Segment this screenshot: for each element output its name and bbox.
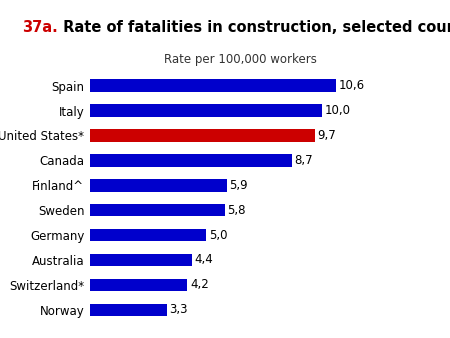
Text: 3,3: 3,3 (169, 303, 188, 316)
Text: 9,7: 9,7 (318, 129, 337, 142)
Text: 4,4: 4,4 (195, 254, 214, 266)
Text: 5,9: 5,9 (230, 179, 248, 192)
Bar (90, 279, 187, 291)
Bar (90, 129, 315, 142)
Text: Rate of fatalities in construction, selected countries, 2008: Rate of fatalities in construction, sele… (58, 20, 450, 35)
Bar (90, 104, 322, 117)
Text: 10,6: 10,6 (338, 79, 365, 92)
Bar (90, 254, 192, 266)
Text: 4,2: 4,2 (190, 279, 209, 291)
Bar (90, 79, 336, 92)
Text: 5,0: 5,0 (209, 228, 227, 242)
Bar (90, 229, 206, 241)
Bar (90, 204, 225, 216)
Bar (90, 179, 227, 192)
Text: 10,0: 10,0 (325, 104, 351, 117)
Text: 8,7: 8,7 (295, 154, 313, 167)
X-axis label: Rate per 100,000 workers: Rate per 100,000 workers (164, 53, 317, 67)
Text: 37a.: 37a. (22, 20, 58, 35)
Bar (90, 154, 292, 167)
Bar (90, 304, 166, 316)
Text: 5,8: 5,8 (227, 204, 246, 217)
